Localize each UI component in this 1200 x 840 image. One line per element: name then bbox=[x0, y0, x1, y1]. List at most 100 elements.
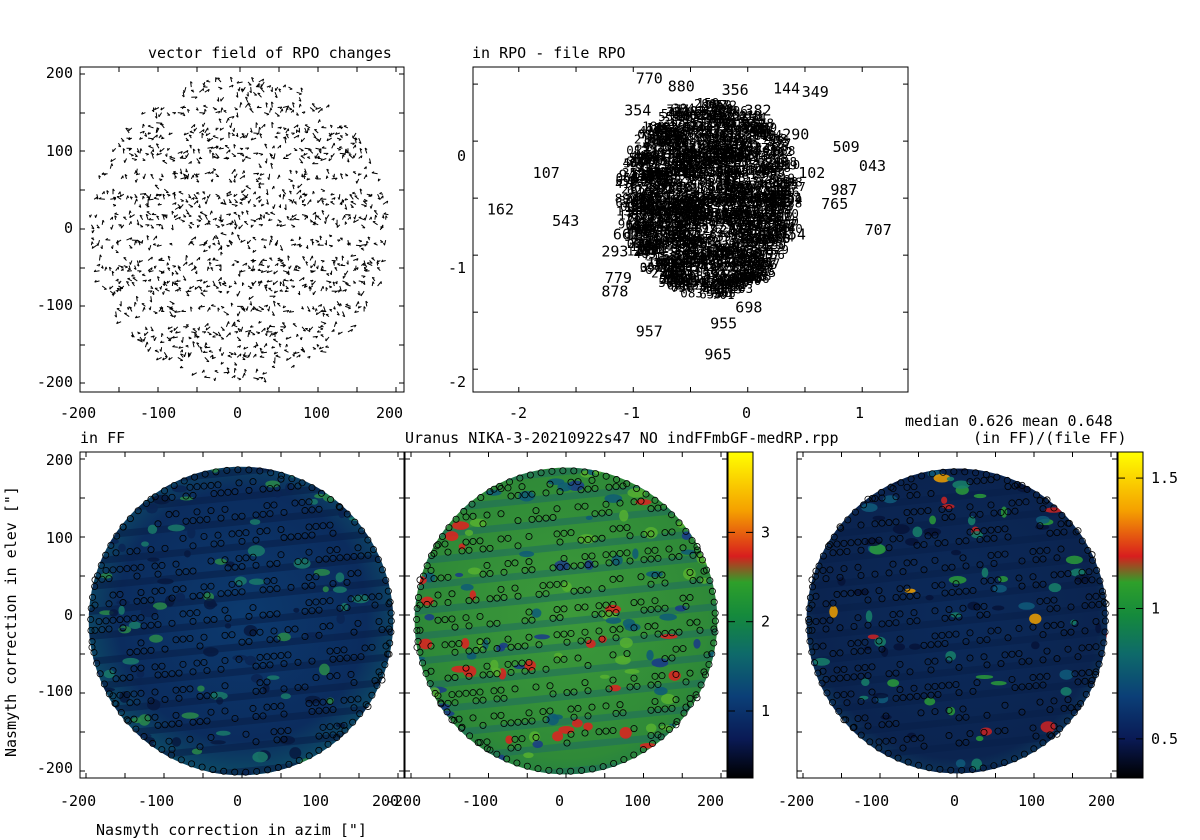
rpo-point-label: 817 bbox=[640, 207, 663, 222]
map-blotch bbox=[817, 748, 827, 759]
vector-arrow-head bbox=[280, 248, 283, 251]
vector-arrow bbox=[148, 198, 154, 201]
rpo-point-label: 848 bbox=[673, 231, 696, 246]
rpo-point-label: 355 bbox=[769, 181, 792, 196]
vector-arrow-head bbox=[312, 263, 315, 267]
vector-arrow bbox=[312, 222, 319, 226]
map-blotch bbox=[1074, 454, 1088, 459]
rpo-point-label: 414 bbox=[736, 178, 759, 193]
map-blotch bbox=[317, 475, 325, 485]
rpo-point-label: 743 bbox=[753, 204, 776, 219]
vector-arrow-head bbox=[368, 161, 372, 164]
rpo-point-label: 412 bbox=[730, 255, 753, 270]
vector-arrow-head bbox=[162, 357, 165, 361]
rpo-point-label: 680 bbox=[627, 210, 650, 225]
vector-arrow-head bbox=[303, 172, 306, 176]
rpo-point-label: 313 bbox=[726, 138, 749, 153]
vector-arrow-head bbox=[285, 133, 289, 136]
vector-arrow-head bbox=[318, 150, 322, 154]
rpo-point-label: 822 bbox=[674, 255, 697, 270]
vector-arrow-head bbox=[289, 278, 293, 281]
vector-arrow bbox=[205, 326, 211, 331]
vector-arrow-head bbox=[173, 112, 177, 115]
vector-arrow-head bbox=[179, 172, 183, 175]
map-blotch bbox=[872, 692, 889, 699]
rpo-point-label: 517 bbox=[646, 198, 669, 213]
vector-arrow bbox=[358, 137, 362, 144]
vector-arrow-head bbox=[304, 131, 308, 134]
vector-arrow bbox=[198, 215, 203, 221]
rpo-point-label: 807 bbox=[705, 97, 728, 112]
vector-arrow bbox=[364, 147, 368, 154]
rpo-point-label: 317 bbox=[650, 147, 673, 162]
rpo-point-label: 102 bbox=[770, 144, 793, 159]
rpo-point-label: 167 bbox=[707, 164, 730, 179]
rpo-point-label: 347 bbox=[750, 163, 773, 178]
vector-arrow bbox=[183, 86, 187, 93]
vector-arrow-head bbox=[283, 326, 286, 329]
map-blotch bbox=[118, 605, 125, 615]
map-blotch bbox=[336, 613, 345, 625]
vector-arrow-head bbox=[220, 361, 223, 365]
vector-arrow-head bbox=[186, 294, 190, 297]
rpo-point-label: 565 bbox=[730, 144, 753, 159]
vector-arrow-head bbox=[357, 293, 360, 296]
rpo-point-label: 783 bbox=[734, 268, 757, 283]
vector-arrow-head bbox=[197, 307, 201, 310]
vector-arrow-head bbox=[262, 216, 265, 219]
map-blotch bbox=[809, 468, 818, 477]
rpo-point-label: 852 bbox=[723, 119, 746, 134]
vector-arrow-head bbox=[318, 346, 322, 350]
map-blotch bbox=[808, 739, 822, 750]
vector-arrow-head bbox=[300, 195, 302, 199]
rpo-point-label: 856 bbox=[700, 126, 723, 141]
vector-arrow bbox=[282, 280, 285, 287]
vector-arrow-head bbox=[286, 272, 289, 274]
vector-arrow-head bbox=[282, 189, 285, 191]
vector-arrow-head bbox=[173, 215, 176, 218]
rpo-point-label: 810 bbox=[640, 172, 663, 187]
rpo-point-label: 223 bbox=[635, 141, 658, 156]
vector-arrow-head bbox=[159, 349, 162, 352]
map-blotch bbox=[203, 647, 219, 657]
vector-arrow-head bbox=[230, 353, 234, 356]
rpo-point-label: 643 bbox=[738, 223, 761, 238]
vector-arrow-head bbox=[249, 303, 252, 306]
rpo-point-label: 672 bbox=[668, 227, 691, 242]
vector-arrow-head bbox=[91, 245, 94, 249]
map-blotch bbox=[197, 685, 205, 692]
vector-arrow-head bbox=[299, 236, 302, 240]
vector-arrow-head bbox=[279, 224, 283, 227]
vector-arrow-head bbox=[271, 101, 274, 105]
vector-arrow-head bbox=[332, 175, 335, 178]
vector-arrow bbox=[311, 280, 316, 286]
vector-arrow-head bbox=[306, 177, 309, 181]
vector-arrow-head bbox=[330, 124, 333, 127]
vector-arrow-head bbox=[326, 175, 329, 179]
vector-arrow-head bbox=[194, 333, 197, 336]
vector-arrow bbox=[297, 183, 303, 189]
vector-arrow-head bbox=[335, 256, 338, 259]
map-blotch bbox=[401, 628, 410, 634]
vector-arrow bbox=[205, 346, 211, 349]
vector-arrow-head bbox=[299, 337, 302, 341]
rpo-point-label: 277 bbox=[651, 266, 674, 281]
rpo-point-label: 394 bbox=[672, 100, 695, 115]
vector-arrow-head bbox=[105, 238, 109, 241]
vector-arrow-head bbox=[314, 211, 317, 215]
vector-arrow-head bbox=[158, 224, 162, 227]
rpo-point-label: 915 bbox=[764, 187, 787, 202]
map-blotch bbox=[948, 576, 967, 584]
vector-arrow bbox=[258, 260, 263, 266]
rpo-point-label: 443 bbox=[695, 209, 718, 224]
rpo-point-label: 671 bbox=[668, 187, 691, 202]
vector-arrow bbox=[126, 281, 130, 287]
map-blotch bbox=[191, 748, 203, 755]
vector-arrow-head bbox=[94, 215, 97, 218]
rpo-point-label: 213 bbox=[659, 204, 682, 219]
vector-arrow bbox=[150, 174, 154, 180]
rpo-point-label: 262 bbox=[755, 161, 778, 176]
map-blotch bbox=[659, 477, 671, 483]
rpo-point-label: 110 bbox=[662, 228, 685, 243]
vector-field-arrows bbox=[89, 76, 389, 383]
